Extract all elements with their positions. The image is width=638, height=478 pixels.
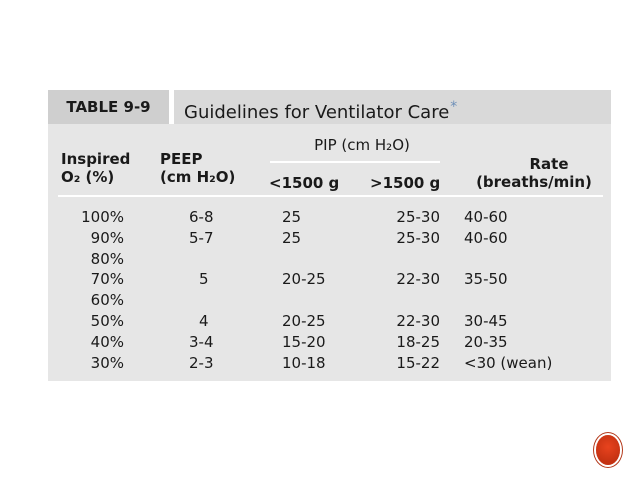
header-inspired-line2: O₂ (%): [61, 168, 115, 186]
column-pip-over: 25-30 25-30 22-30 22-30 18-25 15-22: [376, 207, 440, 373]
cell-pip-over: 22-30: [396, 311, 440, 330]
slide-badge-icon: [596, 435, 620, 465]
cell-pip-under: 20-25: [282, 270, 326, 289]
column-inspired-o2: 100% 90% 80% 70% 60% 50% 40% 30%: [72, 207, 124, 373]
footnote-mark: *: [450, 99, 458, 115]
cell-o2: 90%: [90, 228, 124, 247]
header-inspired: Inspired O₂ (%): [61, 150, 130, 186]
cell-o2: 30%: [90, 353, 124, 372]
cell-pip-under: 15-20: [282, 332, 326, 351]
cell-rate: 35-50: [464, 270, 508, 289]
cell-pip-over: [376, 290, 440, 311]
cell-rate: 40-60: [464, 208, 508, 226]
cell-rate: 40-60: [464, 228, 508, 247]
cell-o2: 60%: [90, 291, 124, 310]
header-rate-line1: Rate: [529, 155, 569, 173]
cell-o2: 70%: [90, 270, 124, 289]
header-peep-line2: (cm H₂O): [160, 168, 236, 186]
cell-rate: 30-45: [464, 311, 508, 330]
ventilator-table: TABLE 9-9 Guidelines for Ventilator Care…: [48, 90, 611, 381]
table-title-cell: Guidelines for Ventilator Care*: [174, 90, 611, 124]
header-rate: Rate (breaths/min): [468, 155, 608, 191]
header-rate-line2: (breaths/min): [476, 173, 592, 191]
pip-underline: [270, 161, 440, 163]
header-inspired-line1: Inspired: [61, 150, 131, 168]
cell-pip-over: 15-22: [396, 353, 440, 372]
cell-peep: 6-8: [189, 208, 214, 226]
cell-rate: [464, 290, 584, 311]
column-rate: 40-60 40-60 35-50 30-45 20-35 <30 (wean): [464, 207, 584, 373]
cell-peep: [189, 249, 223, 270]
cell-rate: [464, 249, 584, 270]
cell-pip-over: 22-30: [396, 270, 440, 289]
cell-pip-over: 25-30: [396, 228, 440, 247]
cell-peep: 4: [199, 311, 209, 330]
table-title: Guidelines for Ventilator Care: [184, 102, 450, 123]
header-pip-under: <1500 g: [269, 174, 340, 192]
cell-pip-under: 25: [282, 208, 302, 226]
header-pip: PIP (cm H₂O): [314, 136, 410, 154]
cell-rate: 20-35: [464, 332, 508, 351]
cell-o2: 40%: [90, 332, 124, 351]
cell-pip-under: 20-25: [282, 311, 326, 330]
header-divider: [169, 90, 174, 124]
cell-peep: 3-4: [189, 332, 214, 351]
cell-o2: 80%: [90, 249, 124, 268]
header-peep-line1: PEEP: [160, 150, 203, 168]
cell-peep: 2-3: [189, 353, 214, 372]
cell-pip-under: 25: [282, 228, 302, 247]
cell-pip-over: 25-30: [396, 208, 440, 226]
column-pip-under: 25 25 20-25 20-25 15-20 10-18: [282, 207, 342, 373]
cell-pip-under: 10-18: [282, 353, 326, 372]
table-label: TABLE 9-9: [48, 90, 169, 124]
cell-pip-under: [282, 290, 342, 311]
cell-pip-under: [282, 249, 342, 270]
cell-peep: 5: [199, 270, 209, 289]
header-separator: [58, 195, 603, 197]
header-peep: PEEP (cm H₂O): [160, 150, 235, 186]
cell-pip-over: [376, 249, 440, 270]
cell-pip-over: 18-25: [396, 332, 440, 351]
cell-peep: 5-7: [189, 228, 214, 247]
cell-o2: 50%: [90, 311, 124, 330]
cell-o2: 100%: [81, 208, 124, 226]
cell-peep: [189, 290, 223, 311]
column-peep: 6-8 5-7 5 4 3-4 2-3: [189, 207, 223, 373]
header-pip-over: >1500 g: [370, 174, 441, 192]
cell-rate: <30 (wean): [464, 353, 553, 372]
